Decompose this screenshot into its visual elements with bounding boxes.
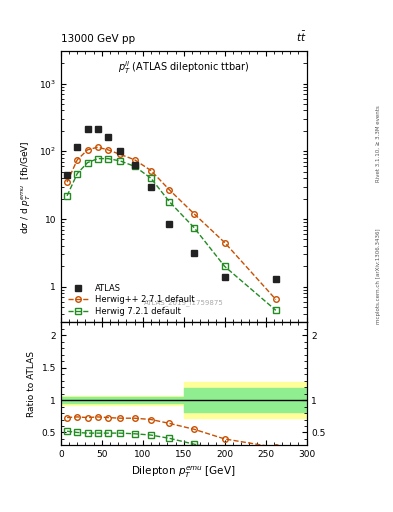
Herwig++ 2.7.1 default bbox=[274, 296, 278, 303]
ATLAS bbox=[85, 126, 90, 133]
ATLAS bbox=[106, 134, 110, 140]
Herwig++ 2.7.1 default bbox=[132, 157, 137, 163]
Herwig 7.2.1 default bbox=[167, 199, 172, 205]
Y-axis label: d$\sigma$ / d $p_T^{emu}$  [fb/GeV]: d$\sigma$ / d $p_T^{emu}$ [fb/GeV] bbox=[20, 140, 33, 233]
ATLAS bbox=[167, 221, 172, 227]
Herwig++ 2.7.1 default bbox=[75, 157, 80, 163]
Herwig 7.2.1 default bbox=[149, 175, 153, 181]
Y-axis label: Ratio to ATLAS: Ratio to ATLAS bbox=[27, 351, 36, 417]
Herwig++ 2.7.1 default bbox=[85, 147, 90, 153]
ATLAS bbox=[75, 144, 80, 150]
ATLAS bbox=[222, 274, 227, 280]
Herwig++ 2.7.1 default bbox=[192, 210, 196, 217]
Herwig 7.2.1 default bbox=[85, 160, 90, 166]
Text: $t\bar{t}$: $t\bar{t}$ bbox=[296, 29, 307, 44]
Herwig 7.2.1 default bbox=[192, 224, 196, 230]
Line: Herwig++ 2.7.1 default: Herwig++ 2.7.1 default bbox=[64, 144, 279, 302]
Legend: ATLAS, Herwig++ 2.7.1 default, Herwig 7.2.1 default: ATLAS, Herwig++ 2.7.1 default, Herwig 7.… bbox=[65, 281, 197, 318]
ATLAS bbox=[118, 148, 123, 154]
Herwig 7.2.1 default bbox=[65, 193, 70, 199]
Herwig++ 2.7.1 default bbox=[106, 147, 110, 153]
Text: 13000 GeV pp: 13000 GeV pp bbox=[61, 33, 135, 44]
X-axis label: Dilepton $p_T^{emu}$ [GeV]: Dilepton $p_T^{emu}$ [GeV] bbox=[131, 465, 236, 480]
ATLAS bbox=[274, 276, 278, 282]
Text: Rivet 3.1.10, ≥ 3.3M events: Rivet 3.1.10, ≥ 3.3M events bbox=[376, 105, 380, 182]
Herwig++ 2.7.1 default bbox=[149, 167, 153, 174]
Herwig++ 2.7.1 default bbox=[167, 187, 172, 193]
ATLAS bbox=[65, 172, 70, 178]
ATLAS bbox=[192, 249, 196, 255]
Herwig++ 2.7.1 default bbox=[95, 144, 100, 150]
Herwig++ 2.7.1 default bbox=[65, 179, 70, 185]
Herwig 7.2.1 default bbox=[222, 263, 227, 269]
Herwig 7.2.1 default bbox=[106, 156, 110, 162]
Line: ATLAS: ATLAS bbox=[64, 126, 279, 282]
ATLAS bbox=[95, 126, 100, 133]
Herwig 7.2.1 default bbox=[118, 158, 123, 164]
Herwig++ 2.7.1 default bbox=[222, 240, 227, 246]
Text: ATLAS_2019_I1759875: ATLAS_2019_I1759875 bbox=[144, 299, 224, 306]
Herwig++ 2.7.1 default bbox=[118, 152, 123, 158]
ATLAS bbox=[149, 184, 153, 190]
Text: mcplots.cern.ch [arXiv:1306.3436]: mcplots.cern.ch [arXiv:1306.3436] bbox=[376, 229, 380, 324]
Herwig 7.2.1 default bbox=[132, 163, 137, 169]
Line: Herwig 7.2.1 default: Herwig 7.2.1 default bbox=[64, 156, 279, 313]
Herwig 7.2.1 default bbox=[274, 307, 278, 313]
Herwig 7.2.1 default bbox=[95, 156, 100, 162]
ATLAS bbox=[132, 162, 137, 168]
Herwig 7.2.1 default bbox=[75, 170, 80, 177]
Text: $p_T^{ll}$ (ATLAS dileptonic ttbar): $p_T^{ll}$ (ATLAS dileptonic ttbar) bbox=[118, 59, 250, 76]
